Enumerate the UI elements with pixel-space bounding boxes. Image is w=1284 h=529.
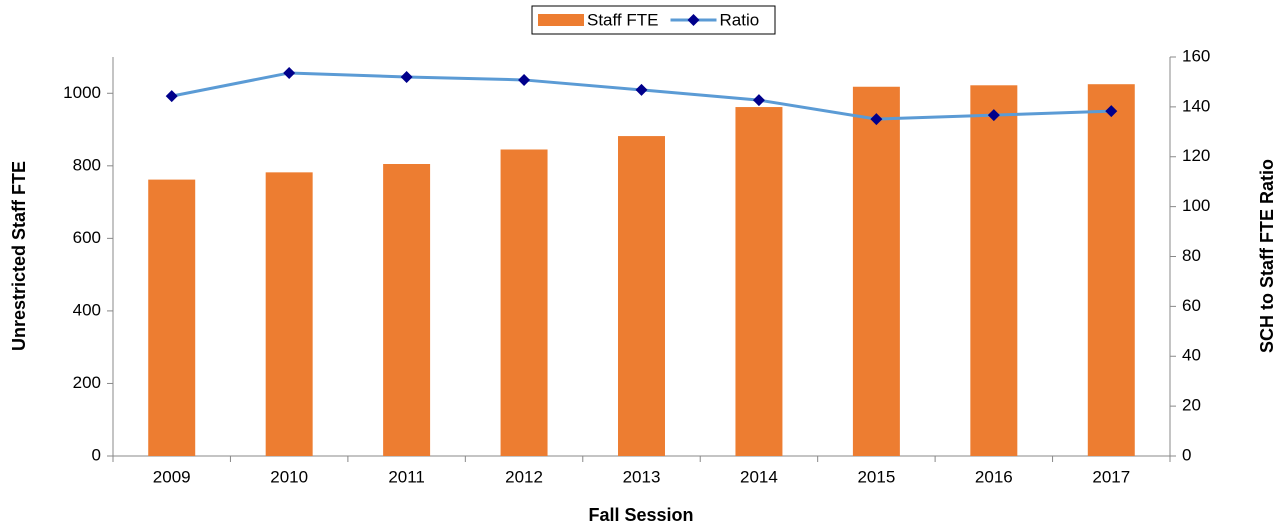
x-tick-label: 2011 [388,467,425,486]
x-tick-label: 2009 [153,467,191,486]
y2-tick-label: 60 [1182,296,1201,315]
x-tick-label: 2016 [975,467,1013,486]
marker [635,83,648,96]
marker [870,113,883,126]
y-tick-label: 0 [92,445,101,464]
bar [265,172,313,456]
bar [148,179,196,457]
y-tick-label: 200 [73,373,101,392]
legend-marker [687,14,700,26]
legend-swatch [538,14,584,26]
y2-tick-label: 160 [1182,46,1210,65]
y2-tick-label: 120 [1182,146,1210,165]
x-tick-label: 2013 [623,467,661,486]
y-tick-label: 400 [73,300,101,319]
legend-label: Staff FTE [587,10,659,29]
x-tick-label: 2014 [740,467,778,486]
marker [283,66,296,79]
y2-tick-label: 100 [1182,196,1210,215]
marker [518,73,531,86]
x-tick-label: 2015 [857,467,895,486]
y-tick-label: 1000 [63,83,101,102]
marker [1105,105,1118,118]
bar [1087,84,1135,457]
bar [852,86,900,456]
y-tick-label: 800 [73,155,101,174]
x-tick-label: 2017 [1092,467,1130,486]
y2-tick-label: 80 [1182,246,1201,265]
marker [987,109,1000,122]
bar [618,136,665,457]
y2-tick-label: 40 [1182,346,1201,365]
bar [500,149,548,456]
x-tick-label: 2012 [505,467,543,486]
y-tick-label: 600 [73,228,101,247]
y2-tick-label: 140 [1182,96,1210,115]
x-axis-label: Fall Session [588,505,693,525]
y2-tick-label: 0 [1182,445,1191,464]
y2-axis-label: SCH to Staff FTE Ratio [1257,159,1277,353]
bar [383,164,431,456]
marker [400,70,413,83]
marker [165,90,178,103]
y2-tick-label: 20 [1182,396,1201,415]
legend-label: Ratio [720,10,760,29]
bar [970,85,1018,456]
x-tick-label: 2010 [270,467,308,486]
bar [735,107,783,456]
y-axis-label: Unrestricted Staff FTE [9,161,29,351]
marker [752,94,765,107]
